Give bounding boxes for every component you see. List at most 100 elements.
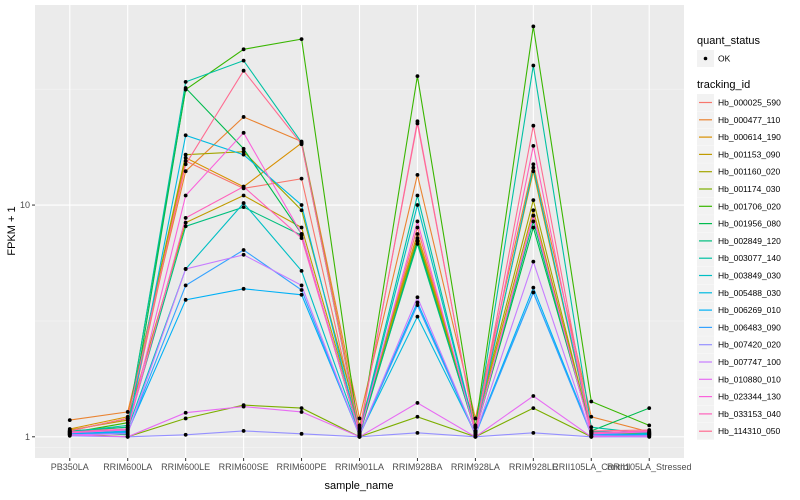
data-point-Hb_000477_110 (531, 162, 536, 167)
y-axis: 1 10 (20, 200, 35, 442)
data-point-Hb_010880_010 (357, 434, 362, 439)
data-point-Hb_005488_030 (183, 133, 188, 138)
data-point-Hb_000477_110 (241, 115, 246, 119)
data-point-Hb_001160_020 (299, 208, 304, 213)
y-axis-title: FPKM + 1 (6, 206, 18, 255)
data-point-Hb_007747_100 (299, 283, 304, 288)
legend-label: Hb_001153_090 (718, 149, 781, 159)
color-legend-title: tracking_id (697, 79, 750, 91)
data-point-Hb_114310_050 (67, 429, 72, 433)
legend-label: Hb_001160_020 (718, 167, 781, 177)
data-point-Hb_010880_010 (125, 434, 130, 439)
data-point-Hb_023344_130 (531, 213, 536, 218)
data-point-Hb_006483_090 (299, 288, 304, 292)
data-point-Hb_001160_020 (357, 423, 362, 428)
data-point-Hb_003849_030 (241, 201, 246, 205)
data-point-Hb_005488_030 (299, 203, 304, 207)
shape-legend-label: OK (718, 54, 731, 64)
data-point-Hb_000614_190 (531, 169, 536, 174)
data-point-Hb_000477_110 (589, 414, 594, 419)
data-point-Hb_000477_110 (415, 172, 420, 177)
x-tick-label: RRIM928LA (451, 462, 500, 472)
x-tick-label: RRIM928BA (392, 462, 442, 472)
data-point-Hb_001956_080 (183, 86, 188, 90)
series-points (67, 24, 652, 439)
data-point-Hb_000025_590 (183, 159, 188, 163)
data-point-Hb_010880_010 (473, 434, 478, 439)
data-point-Hb_023344_130 (183, 193, 188, 198)
data-point-Hb_001153_090 (241, 193, 246, 198)
legend-label: Hb_006269_010 (718, 305, 781, 315)
data-point-Hb_114310_050 (531, 123, 536, 128)
data-point-Hb_006483_090 (183, 283, 188, 288)
data-point-Hb_114310_050 (241, 68, 246, 73)
data-point-Hb_003077_140 (415, 193, 420, 198)
data-point-Hb_000477_110 (357, 416, 362, 421)
legend-label: Hb_006483_090 (718, 322, 781, 332)
legend-label: Hb_001956_080 (718, 219, 781, 229)
data-point-Hb_114310_050 (299, 142, 304, 147)
data-point-Hb_001706_020 (415, 74, 420, 79)
data-point-Hb_006269_010 (183, 297, 188, 302)
data-point-Hb_001956_080 (241, 146, 246, 151)
x-tick-label: RRIM600SE (219, 462, 269, 472)
legend-label: Hb_000025_590 (718, 98, 781, 108)
data-point-Hb_006269_010 (415, 300, 420, 305)
data-point-Hb_002849_120 (415, 241, 420, 246)
data-point-Hb_000614_190 (415, 232, 420, 236)
data-point-Hb_001174_030 (531, 406, 536, 410)
legend-label: Hb_001706_020 (718, 201, 781, 211)
data-point-Hb_001153_090 (183, 220, 188, 225)
data-point-Hb_001160_020 (415, 236, 420, 241)
data-point-Hb_000477_110 (473, 416, 478, 421)
data-point-Hb_000025_590 (415, 225, 420, 230)
data-point-Hb_001160_020 (183, 152, 188, 157)
legend-label: Hb_023344_130 (718, 392, 781, 402)
data-point-Hb_006269_010 (531, 285, 536, 290)
data-point-Hb_003077_140 (183, 79, 188, 84)
data-point-Hb_001706_020 (589, 399, 594, 404)
data-point-Hb_001706_020 (647, 423, 652, 428)
data-point-Hb_001153_090 (299, 225, 304, 230)
data-point-Hb_000477_110 (67, 418, 72, 423)
legend-label: Hb_003077_140 (718, 253, 781, 263)
color-legend-items: Hb_000025_590 Hb_000477_110 Hb_000614_190 H… (697, 94, 781, 440)
data-point-Hb_001153_090 (531, 208, 536, 213)
data-point-Hb_007420_020 (241, 429, 246, 433)
data-point-Hb_001160_020 (241, 149, 246, 154)
data-point-Hb_001706_020 (125, 420, 130, 425)
data-point-Hb_000477_110 (183, 169, 188, 174)
x-tick-label: RRII105LA_Control (552, 462, 630, 472)
data-point-Hb_114310_050 (415, 121, 420, 126)
x-tick-label: RRIM600LA (103, 462, 152, 472)
data-point-Hb_006483_090 (415, 303, 420, 308)
data-point-Hb_001174_030 (183, 416, 188, 421)
data-point-Hb_001160_020 (531, 198, 536, 203)
data-point-Hb_001706_020 (299, 37, 304, 42)
x-tick-label: PB350LA (51, 462, 89, 472)
data-point-Hb_033153_040 (125, 427, 130, 431)
data-point-Hb_033153_040 (299, 236, 304, 241)
data-point-Hb_000477_110 (125, 410, 130, 414)
data-point-Hb_000025_590 (299, 176, 304, 181)
data-point-Hb_023344_130 (299, 232, 304, 236)
data-point-Hb_000614_190 (183, 155, 188, 160)
data-point-Hb_010880_010 (531, 394, 536, 398)
data-point-Hb_033153_040 (531, 144, 536, 148)
data-point-Hb_003077_140 (125, 423, 130, 428)
data-point-Hb_001956_080 (647, 406, 652, 410)
legend-label: Hb_007420_020 (718, 340, 781, 350)
data-point-Hb_001174_030 (415, 414, 420, 419)
legend-label: Hb_003849_030 (718, 271, 781, 281)
data-point-Hb_010880_010 (299, 410, 304, 414)
data-point-Hb_001706_020 (241, 47, 246, 52)
data-point-Hb_023344_130 (241, 130, 246, 135)
data-point-Hb_007747_100 (183, 267, 188, 271)
data-point-Hb_006483_090 (531, 290, 536, 295)
data-point-Hb_003077_140 (531, 63, 536, 68)
data-point-Hb_033153_040 (241, 184, 246, 189)
data-point-Hb_114310_050 (357, 429, 362, 433)
data-point-Hb_006269_010 (241, 286, 246, 291)
data-point-Hb_010880_010 (589, 434, 594, 439)
